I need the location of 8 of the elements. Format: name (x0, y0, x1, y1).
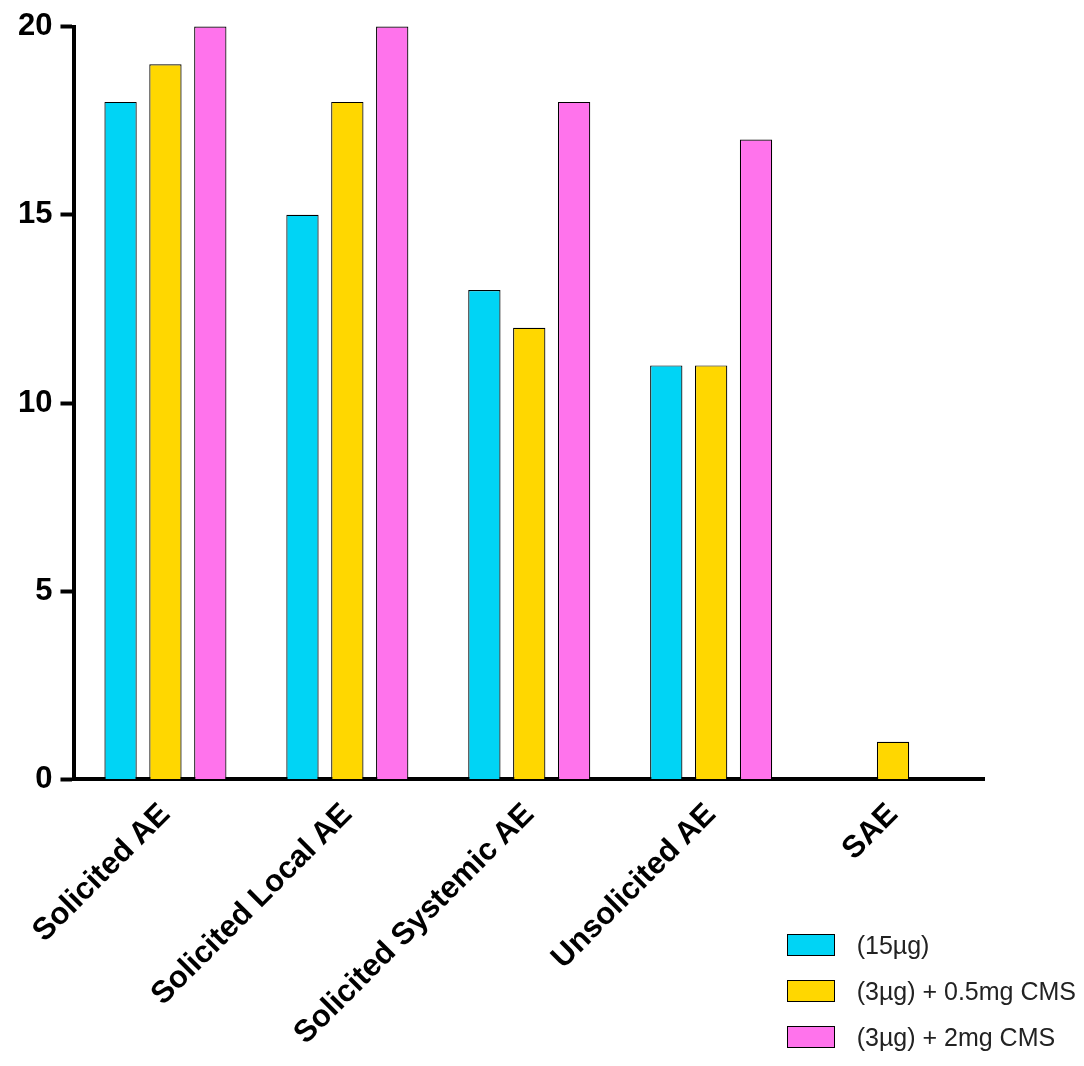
y-tick-label: 20 (18, 7, 53, 43)
legend-label: (3µg) + 2mg CMS (856, 1022, 1056, 1052)
y-tick-label: 15 (18, 195, 53, 231)
y-tick-label: 10 (18, 383, 53, 419)
y-tick-label: 0 (35, 759, 53, 795)
y-tick-label: 5 (35, 571, 53, 607)
legend-label: (3µg) + 0.5mg CMS (856, 976, 1076, 1006)
legend-label: (15µg) (856, 930, 930, 960)
